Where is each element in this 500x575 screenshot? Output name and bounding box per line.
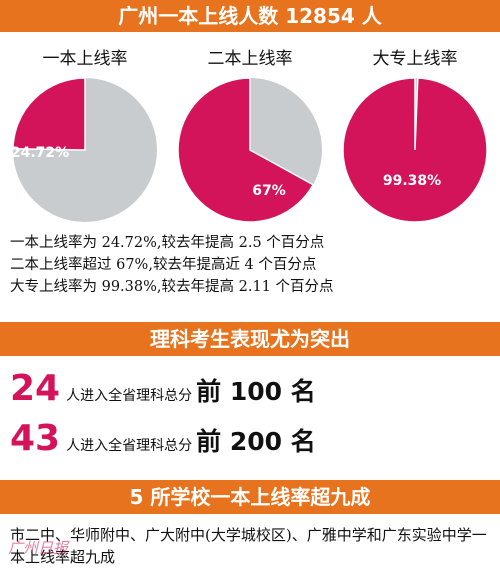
pie-title: 大专上线率 xyxy=(372,49,458,69)
pie-data-label: 24.72% xyxy=(12,145,69,161)
pie-data-label: 67% xyxy=(252,183,286,199)
ranking-row: 43 人进入全省理科总分前 200 名 xyxy=(10,418,316,462)
pie-title: 一本上线率 xyxy=(42,49,128,69)
pie-slice-value xyxy=(177,77,315,223)
pie-chart-first-tier: 一本上线率 24.72% xyxy=(0,40,170,222)
science-banner: 理科考生表现尤为突出 xyxy=(0,322,500,356)
pie-title: 二本上线率 xyxy=(207,49,293,69)
pie-slice-value xyxy=(342,77,488,223)
pie-svg: 24.72% xyxy=(12,77,157,222)
note-line: 一本上线率为 24.72%,较去年提高 2.5 个百分点 xyxy=(10,235,325,251)
pie-chart-second-tier: 二本上线率 67% xyxy=(165,40,335,223)
ranking-row: 24 人进入全省理科总分前 100 名 xyxy=(10,368,316,412)
ranking-text: 人进入全省理科总分 xyxy=(66,438,193,454)
watermark-logo: 广州日报 xyxy=(8,539,69,557)
pie-svg: 67% xyxy=(177,77,322,223)
pie-svg: 99.38% xyxy=(342,77,488,223)
ranking-value: 前 200 名 xyxy=(196,427,316,456)
ranking-count: 24 xyxy=(10,368,61,409)
pie-chart-college: 大专上线率 99.38% xyxy=(330,40,500,223)
headline-banner: 广州一本上线人数 12854 人 xyxy=(0,0,500,32)
ranking-text: 人进入全省理科总分 xyxy=(66,388,193,404)
note-line: 大专上线率为 99.38%,较去年提高 2.11 个百分点 xyxy=(10,279,334,295)
pie-slice-value xyxy=(12,77,86,151)
note-line: 二本上线率超过 67%,较去年提高近 4 个百分点 xyxy=(10,257,317,273)
schools-banner: 5 所学校一本上线率超九成 xyxy=(0,480,500,514)
rate-notes: 一本上线率为 24.72%,较去年提高 2.5 个百分点 二本上线率超过 67%… xyxy=(10,232,490,298)
schools-text: 市二中、华师附中、广大附中(大学城校区)、广雅中学和广东实验中学一本上线率超九成 xyxy=(10,526,487,566)
ranking-value: 前 100 名 xyxy=(196,377,316,406)
pie-data-label: 99.38% xyxy=(383,173,441,189)
ranking-count: 43 xyxy=(10,418,61,459)
